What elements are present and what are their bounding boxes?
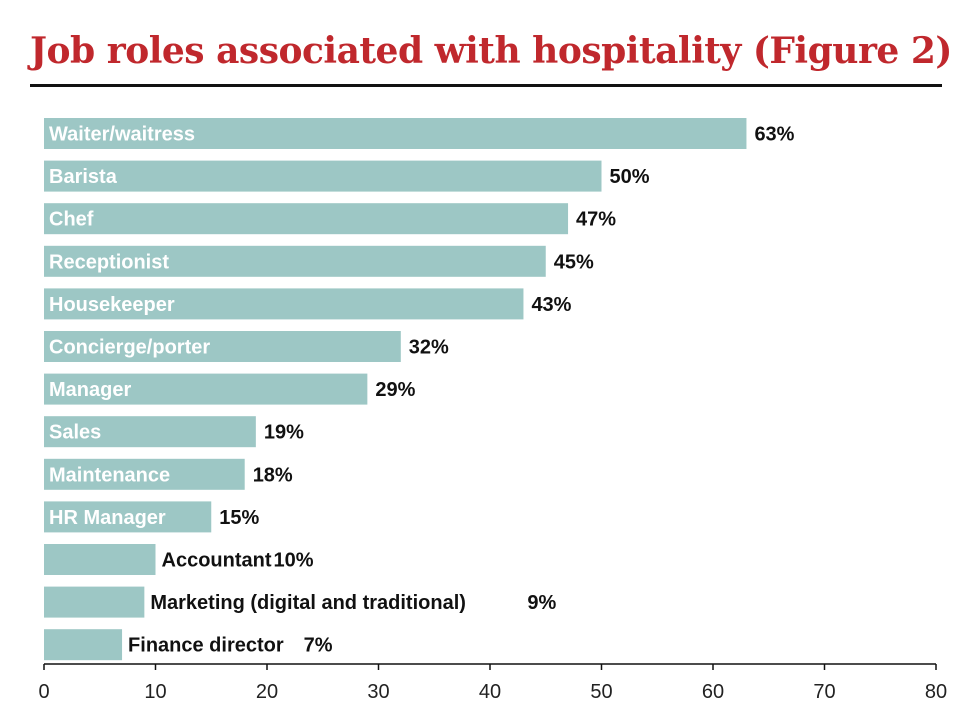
value-label: 63% <box>754 124 794 146</box>
category-label: Concierge/porter <box>49 337 210 359</box>
bar-10 <box>44 544 156 575</box>
category-label: Waiter/waitress <box>49 124 195 146</box>
category-label: Housekeeper <box>49 294 175 316</box>
category-label: Receptionist <box>49 251 169 273</box>
value-label: 50% <box>610 166 650 188</box>
category-label: HR Manager <box>49 507 166 529</box>
value-label: 10% <box>274 550 314 572</box>
chart-title: Job roles associated with hospitality (F… <box>30 30 952 72</box>
x-tick-label: 0 <box>38 681 49 703</box>
value-label: 9% <box>527 592 556 614</box>
value-label: 45% <box>554 251 594 273</box>
x-tick-label: 40 <box>479 681 501 703</box>
bar-12 <box>44 629 123 661</box>
x-tick-label: 20 <box>256 681 278 703</box>
category-label: Manager <box>49 379 131 401</box>
category-label: Accountant <box>162 550 272 572</box>
category-label: Sales <box>49 422 101 444</box>
value-label: 18% <box>253 464 293 486</box>
bar-3 <box>44 245 546 277</box>
bar-8 <box>44 458 245 490</box>
bar-5 <box>44 331 401 362</box>
bar-2 <box>44 203 569 235</box>
x-tick-label: 60 <box>702 681 724 703</box>
value-label: 7% <box>304 635 333 657</box>
x-tick-label: 30 <box>367 681 389 703</box>
x-tick-label: 70 <box>813 681 835 703</box>
x-tick-label: 10 <box>144 681 166 703</box>
x-tick-label: 80 <box>925 681 947 703</box>
value-label: 47% <box>576 209 616 231</box>
bar-0 <box>44 118 747 149</box>
bar-7 <box>44 416 256 448</box>
bar-11 <box>44 586 145 618</box>
title-rule <box>30 84 942 87</box>
category-label: Marketing (digital and traditional) <box>150 592 466 614</box>
value-label: 15% <box>219 507 259 529</box>
bar-9 <box>44 501 212 533</box>
category-label: Chef <box>49 209 94 231</box>
value-label: 43% <box>531 294 571 316</box>
value-label: 19% <box>264 422 304 444</box>
x-tick-label: 50 <box>590 681 612 703</box>
category-label: Maintenance <box>49 464 170 486</box>
value-label: 32% <box>409 337 449 359</box>
bar-6 <box>44 373 368 405</box>
value-label: 29% <box>375 379 415 401</box>
bar-1 <box>44 160 602 192</box>
category-label: Barista <box>49 166 118 188</box>
category-label: Finance director <box>128 635 284 657</box>
bar-4 <box>44 288 524 320</box>
